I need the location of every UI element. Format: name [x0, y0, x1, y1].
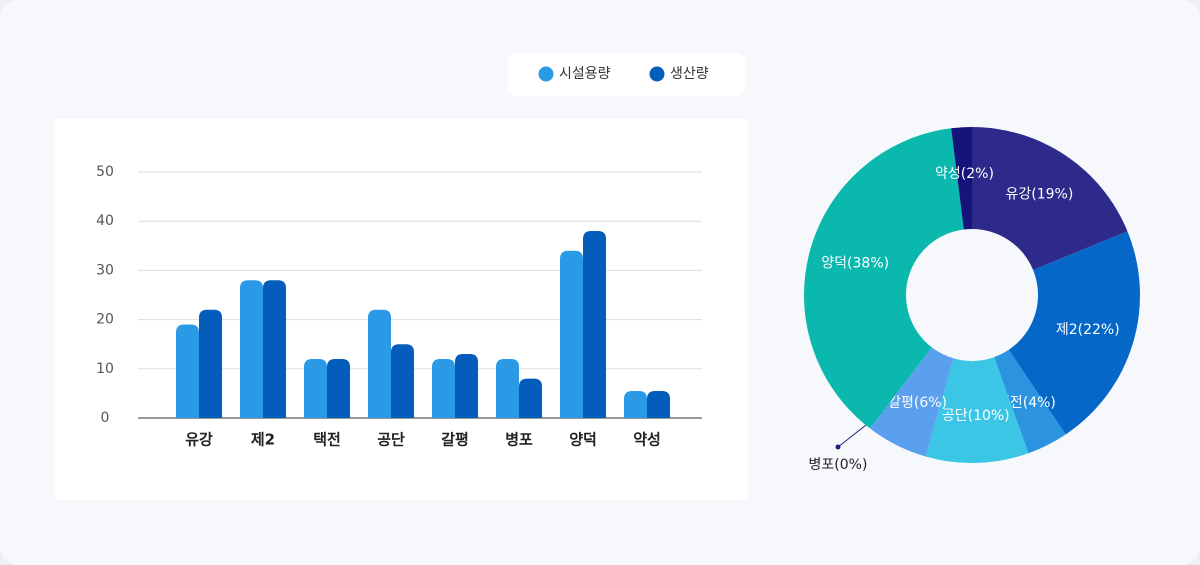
slice-label: 제2(22%) — [1056, 322, 1120, 338]
bar — [519, 378, 542, 418]
bar-chart-box — [55, 119, 748, 500]
bar — [432, 358, 455, 418]
bar — [199, 309, 222, 418]
bar — [263, 280, 286, 418]
bar — [496, 358, 519, 418]
leader-dot — [835, 444, 841, 450]
donut-slice — [925, 357, 1029, 463]
slice-label: 약성(2%) — [935, 166, 994, 182]
y-tick-label: 20 — [96, 312, 114, 328]
x-tick-label: 병포 — [505, 431, 533, 449]
donut-slice — [1008, 231, 1140, 435]
bar — [455, 354, 478, 418]
x-tick-label: 갈평 — [441, 431, 469, 449]
slice-label: 갈평(6%) — [888, 395, 947, 411]
slice-label: 유강(19%) — [1006, 187, 1074, 203]
slice-label: 병포(0%) — [809, 457, 868, 473]
bar — [240, 280, 263, 418]
bar — [327, 358, 350, 418]
y-tick-label: 50 — [96, 164, 114, 180]
slice-label: 양덕(38%) — [821, 255, 889, 271]
bar — [391, 344, 414, 418]
x-tick-label: 양덕 — [569, 431, 597, 449]
x-tick-label: 택전 — [313, 431, 341, 449]
y-tick-label: 0 — [101, 410, 110, 426]
donut-slice — [951, 127, 972, 230]
x-tick-label: 약성 — [633, 431, 661, 449]
y-tick-label: 10 — [96, 361, 114, 377]
y-tick-label: 30 — [96, 262, 114, 278]
legend-box — [508, 53, 745, 96]
donut-slice — [972, 127, 1128, 270]
donut-slice — [804, 128, 964, 429]
donut-slice — [869, 347, 954, 457]
bar — [560, 250, 583, 418]
bar — [647, 390, 670, 418]
x-tick-label: 유강 — [185, 431, 213, 449]
slice-label: 공단(10%) — [942, 408, 1010, 424]
legend-swatch — [538, 66, 554, 82]
legend-label: 생산량 — [670, 66, 709, 82]
x-tick-label: 제2 — [251, 431, 275, 449]
x-tick-label: 공단 — [377, 431, 405, 449]
legend-label: 시설용량 — [559, 66, 611, 82]
y-tick-label: 40 — [96, 213, 114, 229]
bar — [304, 358, 327, 418]
bar — [624, 390, 647, 418]
bar — [583, 231, 606, 418]
bar — [368, 309, 391, 418]
donut-slice — [994, 349, 1066, 454]
legend-swatch — [649, 66, 665, 82]
bar — [176, 324, 199, 418]
